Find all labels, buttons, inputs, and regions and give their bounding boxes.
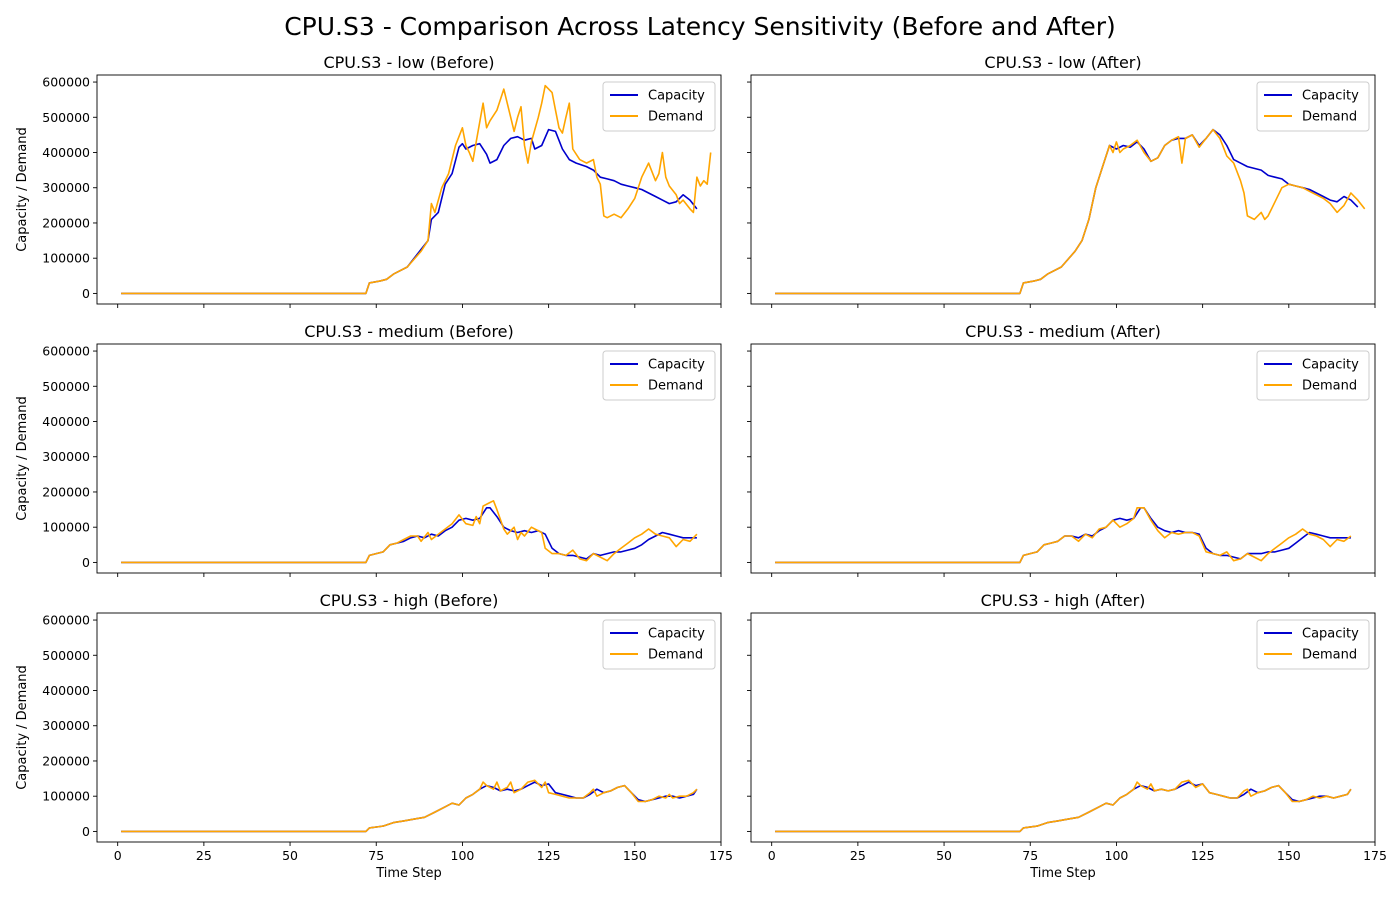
series-line-demand bbox=[775, 507, 1352, 564]
subplot-5: CPU.S3 - high (Before) 0 100000 200000 30000… bbox=[15, 591, 733, 881]
y-tick-label: 0 bbox=[82, 824, 90, 839]
x-tick-label: 75 bbox=[1022, 848, 1038, 863]
subplot-6: CPU.S3 - high (After) 0 25 50 75 100 125 150 175… bbox=[747, 591, 1387, 881]
legend-label: Demand bbox=[648, 110, 703, 125]
y-tick-label: 200000 bbox=[42, 753, 90, 768]
series-line-capacity bbox=[121, 781, 698, 833]
y-tick-label: 300000 bbox=[42, 449, 90, 464]
x-axis-label: Time Step bbox=[375, 866, 442, 881]
subplot-1: CPU.S3 - low (Before) 0 100000 200000 300000… bbox=[15, 53, 722, 308]
subplot-title: CPU.S3 - medium (Before) bbox=[304, 322, 514, 341]
subplot-2: CPU.S3 - low (After) Capacity Demand bbox=[747, 53, 1376, 308]
x-axis-label: Time Step bbox=[1029, 866, 1096, 881]
y-tick-label: 300000 bbox=[42, 180, 90, 195]
x-tick-label: 125 bbox=[537, 848, 561, 863]
series-line-capacity bbox=[775, 507, 1351, 564]
axes-frame bbox=[96, 343, 722, 574]
x-tick-label: 125 bbox=[1191, 848, 1215, 863]
y-tick-label: 400000 bbox=[42, 683, 90, 698]
x-tick-label: 25 bbox=[850, 848, 866, 863]
series-line-capacity bbox=[775, 781, 1352, 833]
x-tick-label: 0 bbox=[114, 848, 122, 863]
figure-title: CPU.S3 - Comparison Across Latency Sensi… bbox=[284, 12, 1116, 41]
x-tick-label: 175 bbox=[1363, 848, 1387, 863]
x-tick-label: 75 bbox=[368, 848, 384, 863]
axes-frame bbox=[750, 612, 1376, 843]
axes-frame bbox=[96, 612, 722, 843]
x-tick-label: 50 bbox=[282, 848, 298, 863]
y-tick-label: 0 bbox=[82, 555, 90, 570]
subplot-title: CPU.S3 - medium (After) bbox=[965, 322, 1161, 341]
x-tick-label: 150 bbox=[623, 848, 647, 863]
series-line-capacity bbox=[121, 507, 697, 564]
y-tick-label: 100000 bbox=[42, 789, 90, 804]
legend-label: Demand bbox=[648, 648, 703, 663]
x-tick-label: 150 bbox=[1277, 848, 1301, 863]
y-tick-label: 200000 bbox=[42, 484, 90, 499]
y-tick-label: 100000 bbox=[42, 251, 90, 266]
x-tick-label: 100 bbox=[451, 848, 475, 863]
y-tick-label: 400000 bbox=[42, 414, 90, 429]
subplot-title: CPU.S3 - high (Before) bbox=[320, 591, 499, 610]
subplot-title: CPU.S3 - low (After) bbox=[984, 53, 1141, 72]
axes-frame bbox=[96, 74, 722, 305]
series-line-demand bbox=[121, 500, 698, 564]
axes-frame bbox=[750, 74, 1376, 305]
y-tick-label: 200000 bbox=[42, 215, 90, 230]
y-tick-label: 600000 bbox=[42, 75, 90, 90]
y-tick-label: 0 bbox=[82, 286, 90, 301]
legend-label: Capacity bbox=[648, 627, 705, 642]
x-tick-label: 0 bbox=[768, 848, 776, 863]
legend-label: Capacity bbox=[1302, 89, 1359, 104]
subplot-3: CPU.S3 - medium (Before) 0 100000 200000 300… bbox=[15, 322, 722, 577]
legend-label: Capacity bbox=[648, 358, 705, 373]
y-axis-label: Capacity / Demand bbox=[15, 665, 30, 790]
y-axis-label: Capacity / Demand bbox=[15, 396, 30, 521]
legend-label: Demand bbox=[1302, 379, 1357, 394]
x-tick-label: 100 bbox=[1105, 848, 1129, 863]
y-tick-label: 600000 bbox=[42, 344, 90, 359]
legend-label: Demand bbox=[648, 379, 703, 394]
subplot-title: CPU.S3 - low (Before) bbox=[323, 53, 494, 72]
series-line-demand bbox=[121, 779, 698, 833]
legend-label: Demand bbox=[1302, 110, 1357, 125]
y-tick-label: 500000 bbox=[42, 379, 90, 394]
y-tick-label: 400000 bbox=[42, 145, 90, 160]
axes-frame bbox=[750, 343, 1376, 574]
series-line-demand bbox=[775, 128, 1366, 295]
legend-label: Capacity bbox=[648, 89, 705, 104]
series-line-capacity bbox=[121, 128, 698, 295]
series-line-demand bbox=[775, 779, 1352, 833]
y-tick-label: 500000 bbox=[42, 648, 90, 663]
x-tick-label: 50 bbox=[936, 848, 952, 863]
y-tick-label: 300000 bbox=[42, 718, 90, 733]
legend-label: Demand bbox=[1302, 648, 1357, 663]
y-tick-label: 500000 bbox=[42, 110, 90, 125]
subplot-4: CPU.S3 - medium (After) Capacity Demand bbox=[747, 322, 1376, 577]
subplot-title: CPU.S3 - high (After) bbox=[981, 591, 1146, 610]
x-tick-label: 25 bbox=[196, 848, 212, 863]
legend-label: Capacity bbox=[1302, 358, 1359, 373]
y-axis-label: Capacity / Demand bbox=[15, 127, 30, 252]
x-tick-label: 175 bbox=[709, 848, 733, 863]
legend-label: Capacity bbox=[1302, 627, 1359, 642]
y-tick-label: 600000 bbox=[42, 613, 90, 628]
y-tick-label: 100000 bbox=[42, 520, 90, 535]
series-line-demand bbox=[121, 84, 712, 295]
